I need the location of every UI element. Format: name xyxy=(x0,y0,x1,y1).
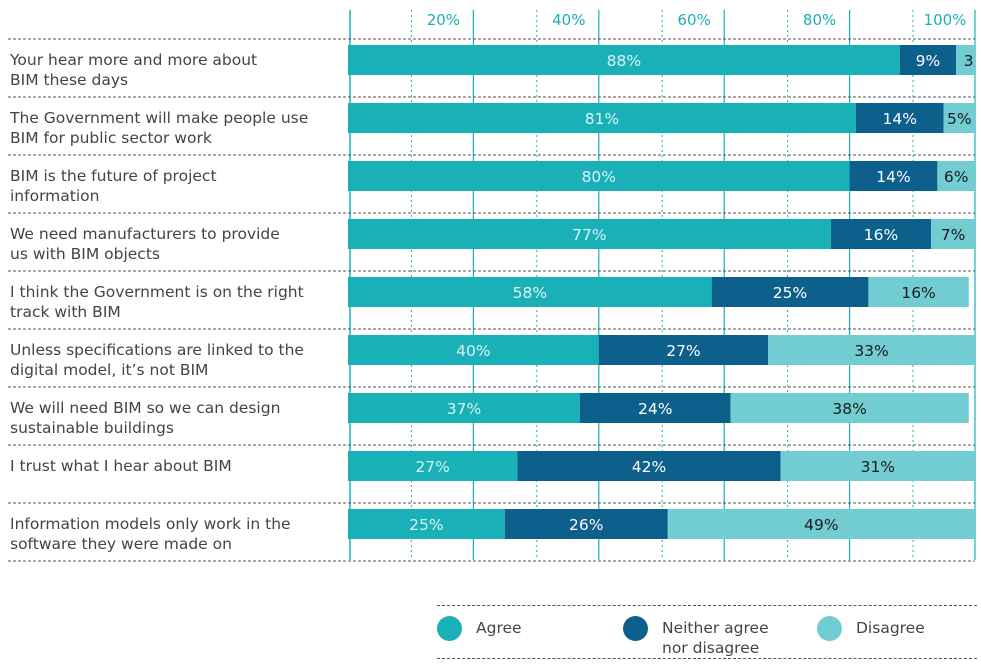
legend-swatch xyxy=(623,616,648,641)
statement-label: I think the Government is on the right xyxy=(10,283,304,301)
legend-label-line: Agree xyxy=(476,619,522,637)
bar-segment xyxy=(711,277,869,307)
bar-value-label: 24% xyxy=(638,400,672,418)
legend-item: Disagree xyxy=(817,616,925,641)
bar-segment xyxy=(348,451,518,481)
bar-segment xyxy=(348,219,831,249)
bar-value-label: 77% xyxy=(572,226,606,244)
bar-value-label: 49% xyxy=(804,516,838,534)
bar-value-label: 31% xyxy=(861,458,895,476)
bar-value-label: 38% xyxy=(832,400,866,418)
statement-label: Unless specifications are linked to the xyxy=(10,341,304,359)
bar-value-label: 14% xyxy=(876,168,910,186)
statement-label: sustainable buildings xyxy=(10,419,174,437)
bar-value-label: 40% xyxy=(456,342,490,360)
bar-value-label: 81% xyxy=(585,110,619,128)
legend-label-line: nor disagree xyxy=(662,639,760,657)
statement-label: I trust what I hear about BIM xyxy=(10,457,232,475)
legend-swatch xyxy=(817,616,842,641)
bar-value-label: 80% xyxy=(582,168,616,186)
statement-label: digital model, it’s not BIM xyxy=(10,361,208,379)
bar-segment xyxy=(931,219,975,249)
bar-segment xyxy=(849,161,938,191)
stacked-bar-chart: 20% 40% 60% 80% 100% Your hear more and more … xyxy=(8,10,976,562)
bar-value-label: 7% xyxy=(941,226,966,244)
bar-value-label: 16% xyxy=(864,226,898,244)
legend-label: Disagree xyxy=(856,618,925,638)
legend-label: Agree xyxy=(476,618,522,638)
bar-segment xyxy=(899,45,957,75)
bar-value-label: 14% xyxy=(883,110,917,128)
bar-value-label: 5% xyxy=(947,110,972,128)
bar-segment xyxy=(348,161,850,191)
bar-value-label: 25% xyxy=(773,284,807,302)
x-tick-label: 80% xyxy=(803,11,836,29)
statement-label: information xyxy=(10,187,99,205)
bar-segment xyxy=(504,509,668,539)
bar-value-label: 27% xyxy=(415,458,449,476)
bar-segment xyxy=(348,45,900,75)
bar-segment xyxy=(780,451,975,481)
bar-segment xyxy=(517,451,781,481)
legend-swatch xyxy=(437,616,462,641)
bar-value-label: 27% xyxy=(666,342,700,360)
statement-label: track with BIM xyxy=(10,303,121,321)
statement-label: BIM these days xyxy=(10,71,128,89)
chart-legend: Agree Neither agree nor disagree Disagree xyxy=(437,605,977,659)
bar-segment xyxy=(667,509,975,539)
bar-value-label: 16% xyxy=(901,284,935,302)
bar-value-label: 88% xyxy=(607,52,641,70)
statement-label: Your hear more and more about xyxy=(9,51,257,69)
bar-value-label: 42% xyxy=(632,458,666,476)
legend-label-line: Disagree xyxy=(856,619,925,637)
bar-segment xyxy=(937,161,975,191)
bar-segment xyxy=(855,103,944,133)
legend-label: Neither agree nor disagree xyxy=(662,618,769,658)
bar-value-label: 6% xyxy=(944,168,969,186)
bar-value-label: 26% xyxy=(569,516,603,534)
statement-label: The Government will make people use xyxy=(9,109,308,127)
statement-label: us with BIM objects xyxy=(10,245,160,263)
bar-segment xyxy=(768,335,975,365)
statement-label: We need manufacturers to provide xyxy=(10,225,280,243)
bar-segment xyxy=(830,219,932,249)
bar-value-label: 33% xyxy=(854,342,888,360)
bar-value-label: 9% xyxy=(916,52,941,70)
x-tick-label: 60% xyxy=(678,11,711,29)
statement-label: BIM for public sector work xyxy=(10,129,212,147)
x-tick-label: 40% xyxy=(552,11,585,29)
bar-segment xyxy=(348,393,580,423)
bar-segment xyxy=(579,393,731,423)
x-tick-label: 20% xyxy=(427,11,460,29)
bar-segment xyxy=(348,509,505,539)
bar-segment xyxy=(348,277,712,307)
bar-value-label: 37% xyxy=(447,400,481,418)
bar-segment xyxy=(956,45,975,75)
x-tick-label: 100% xyxy=(924,11,967,29)
bar-segment xyxy=(598,335,769,365)
statement-label: Information models only work in the xyxy=(10,515,291,533)
bar-segment xyxy=(730,393,969,423)
legend-item: Neither agree nor disagree xyxy=(623,616,769,658)
bar-segment xyxy=(868,277,969,307)
statement-label: software they were made on xyxy=(10,535,232,553)
bar-value-label: 58% xyxy=(513,284,547,302)
bar-value-label: 25% xyxy=(409,516,443,534)
legend-item: Agree xyxy=(437,616,522,641)
bar-segment xyxy=(348,335,599,365)
bar-segment xyxy=(943,103,975,133)
legend-label-line: Neither agree xyxy=(662,619,769,637)
bar-value-label: 3 xyxy=(964,52,974,70)
bar-segment xyxy=(348,103,856,133)
statement-label: We will need BIM so we can design xyxy=(10,399,280,417)
statement-label: BIM is the future of project xyxy=(10,167,217,185)
